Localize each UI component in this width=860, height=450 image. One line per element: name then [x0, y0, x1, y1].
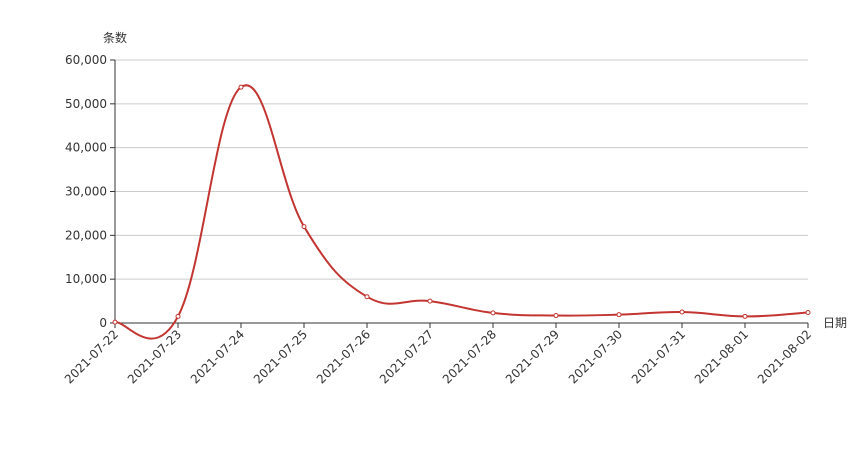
- y-tick-label: 30,000: [65, 185, 107, 199]
- x-tick-label: 2021-07-30: [566, 327, 625, 386]
- y-tick-label: 0: [99, 316, 107, 330]
- point: [175, 313, 181, 319]
- point: [553, 313, 559, 319]
- x-tick-label: 2021-07-31: [629, 327, 688, 386]
- x-tick-label: 2021-07-27: [377, 327, 436, 386]
- point: [112, 319, 118, 325]
- line: [114, 84, 809, 340]
- y-tick-label: 10,000: [65, 272, 107, 286]
- x-tick-label: 2021-07-24: [188, 327, 247, 386]
- x-tick-label: 2021-07-28: [440, 327, 499, 386]
- point: [805, 309, 811, 315]
- point: [679, 309, 685, 315]
- point: [301, 224, 307, 230]
- x-tick-label: 2021-07-25: [251, 327, 310, 386]
- y-tick-label: 60,000: [65, 53, 107, 67]
- y-axis-label: 条数: [103, 30, 127, 45]
- x-tick-label: 2021-07-22: [62, 327, 121, 386]
- point: [742, 313, 748, 319]
- point: [490, 310, 496, 316]
- y-tick-label: 50,000: [65, 97, 107, 111]
- point: [427, 298, 433, 304]
- point: [238, 84, 244, 90]
- x-tick-label: 2021-07-29: [503, 327, 562, 386]
- point: [616, 312, 622, 318]
- x-tick-label: 2021-08-01: [692, 327, 751, 386]
- point: [364, 294, 370, 300]
- y-tick-label: 20,000: [65, 228, 107, 242]
- x-tick-label: 2021-08-02: [755, 327, 814, 386]
- x-tick-label: 2021-07-26: [314, 327, 373, 386]
- x-tick-label: 2021-07-23: [125, 327, 184, 386]
- y-tick-label: 40,000: [65, 141, 107, 155]
- x-axis-label: 日期: [823, 316, 847, 330]
